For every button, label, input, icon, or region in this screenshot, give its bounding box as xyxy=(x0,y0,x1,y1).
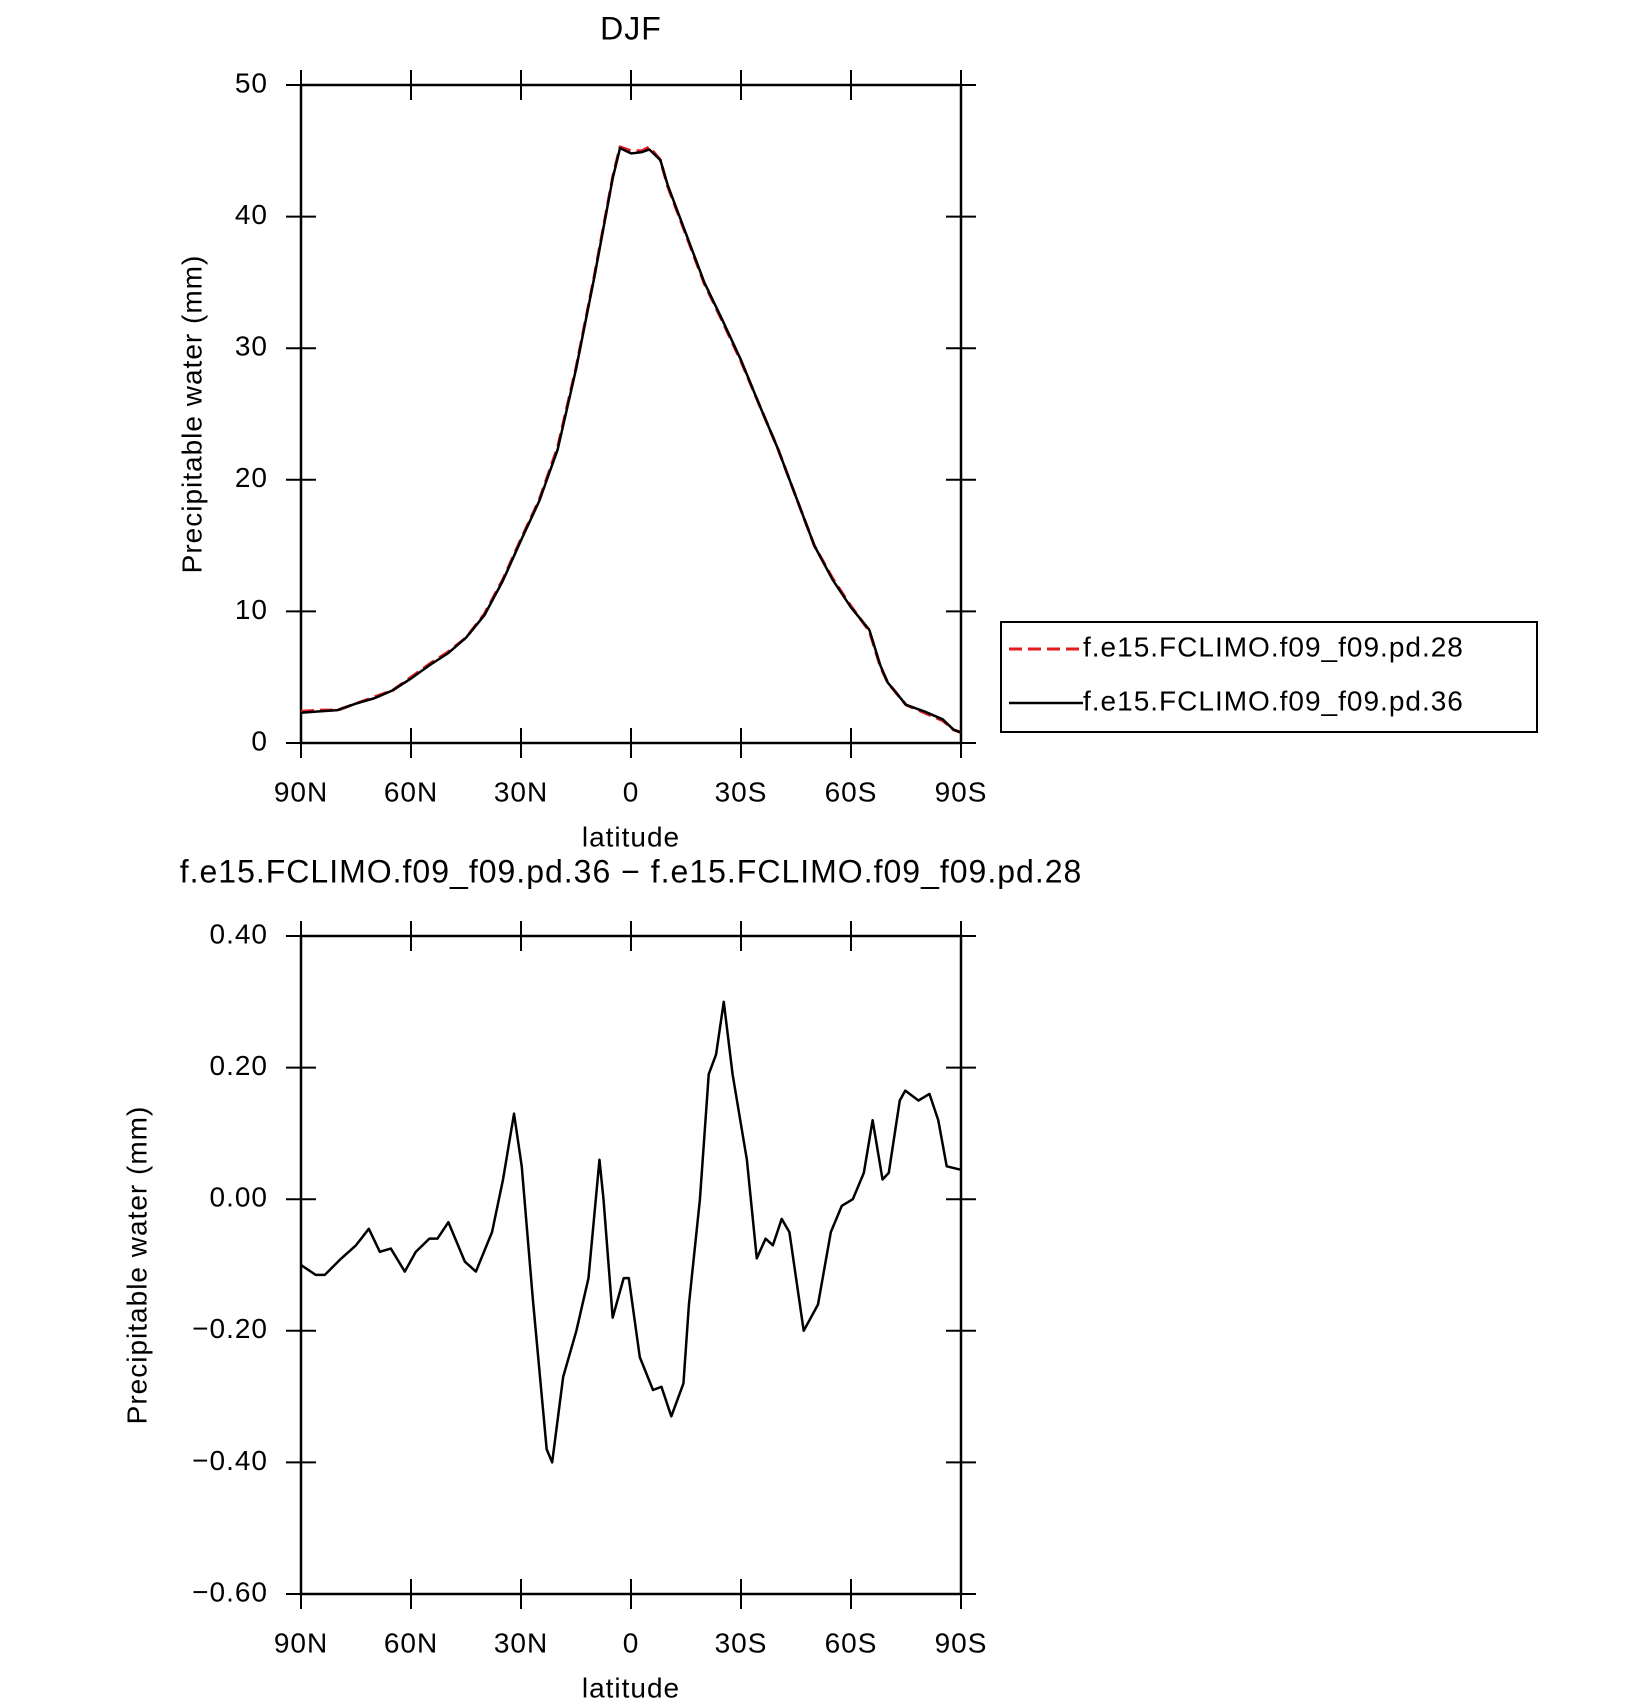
x-tick-label: 90N xyxy=(274,1627,328,1658)
y-tick-label: 0.20 xyxy=(210,1050,269,1081)
legend-label: f.e15.FCLIMO.f09_f09.pd.28 xyxy=(1083,631,1464,662)
y-axis-label: Precipitable water (mm) xyxy=(176,255,207,574)
y-tick-label: 10 xyxy=(235,594,268,625)
data-line xyxy=(300,146,962,734)
y-tick-label: 50 xyxy=(235,67,268,98)
chart-title: DJF xyxy=(600,10,662,46)
data-line xyxy=(300,1000,961,1464)
data-line xyxy=(300,145,962,734)
x-tick-label: 30S xyxy=(715,1627,768,1658)
chart-title: f.e15.FCLIMO.f09_f09.pd.36 − f.e15.FCLIM… xyxy=(180,853,1083,889)
x-tick-label: 90S xyxy=(935,1627,988,1658)
plot-frame xyxy=(299,83,963,745)
y-tick-label: −0.20 xyxy=(192,1313,268,1344)
x-tick-label: 30S xyxy=(715,776,768,807)
y-tick-label: 0.00 xyxy=(210,1182,269,1213)
x-tick-label: 60N xyxy=(384,1627,438,1658)
x-tick-label: 30N xyxy=(494,776,548,807)
x-tick-label: 90N xyxy=(274,776,328,807)
x-tick-label: 30N xyxy=(494,1627,548,1658)
legend-label: f.e15.FCLIMO.f09_f09.pd.36 xyxy=(1083,685,1464,716)
x-tick-label: 60N xyxy=(384,776,438,807)
x-axis-label: latitude xyxy=(582,1672,680,1703)
x-tick-label: 60S xyxy=(825,776,878,807)
y-tick-label: 0.40 xyxy=(210,918,269,949)
y-tick-label: 0 xyxy=(251,725,268,756)
y-tick-label: −0.60 xyxy=(192,1576,268,1607)
y-tick-label: −0.40 xyxy=(192,1445,268,1476)
x-tick-label: 0 xyxy=(623,1627,640,1658)
y-axis-label: Precipitable water (mm) xyxy=(121,1106,152,1425)
x-tick-label: 0 xyxy=(623,776,640,807)
y-tick-label: 40 xyxy=(235,199,268,230)
x-axis-label: latitude xyxy=(582,821,680,852)
y-tick-label: 20 xyxy=(235,462,268,493)
y-tick-label: 30 xyxy=(235,331,268,362)
x-tick-label: 90S xyxy=(935,776,988,807)
legend-box xyxy=(1000,621,1538,733)
x-tick-label: 60S xyxy=(825,1627,878,1658)
